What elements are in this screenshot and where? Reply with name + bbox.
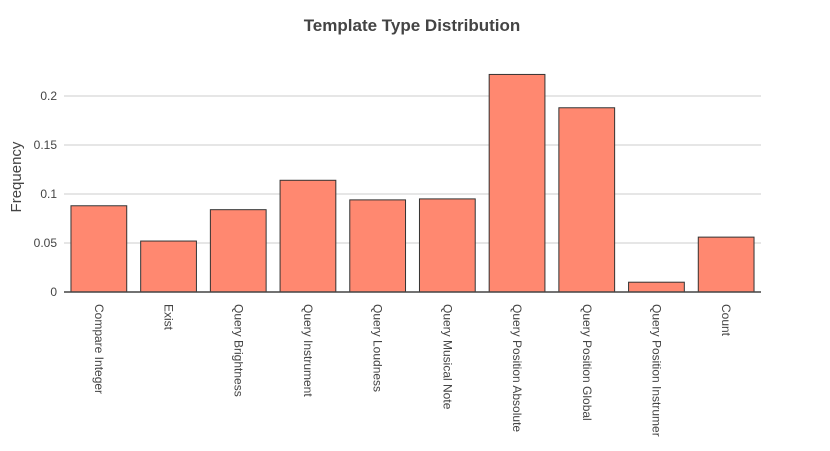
y-tick-label: 0.2 xyxy=(40,89,57,103)
y-tick-label: 0.15 xyxy=(34,138,58,152)
bar xyxy=(558,107,616,293)
x-tick-label: Query Position Absolute xyxy=(510,304,524,432)
x-tick-label: Query Brightness xyxy=(231,304,245,397)
x-tick-labels: Compare Integer Exist Query Brightness Quer… xyxy=(92,304,733,437)
bar xyxy=(628,281,685,293)
y-tick-labels: 0 0.05 0.1 0.15 0.2 xyxy=(34,89,58,299)
bar xyxy=(279,179,337,293)
bar xyxy=(70,205,128,293)
grid-lines xyxy=(64,95,761,244)
bars xyxy=(70,73,755,293)
x-tick-label: Exist xyxy=(162,304,176,331)
bar xyxy=(488,73,546,293)
x-tick-label: Query Loudness xyxy=(371,304,385,392)
x-tick-label: Query Position Instrumer xyxy=(649,304,663,437)
x-tick-label: Count xyxy=(719,304,733,337)
bar xyxy=(349,199,407,293)
bar xyxy=(209,209,267,293)
chart-title: Template Type Distribution xyxy=(304,16,521,35)
x-tick-label: Query Instrument xyxy=(301,304,315,397)
y-axis-title: Frequency xyxy=(8,141,25,212)
x-tick-label: Compare Integer xyxy=(92,304,106,394)
x-tick-label: Query Musical Note xyxy=(440,304,454,410)
y-tick-label: 0 xyxy=(50,285,57,299)
x-tick-label: Query Position Global xyxy=(580,304,594,421)
bar xyxy=(418,198,476,293)
y-tick-label: 0.1 xyxy=(40,187,57,201)
bar xyxy=(697,236,755,293)
bar xyxy=(140,240,197,293)
y-tick-label: 0.05 xyxy=(34,236,58,250)
